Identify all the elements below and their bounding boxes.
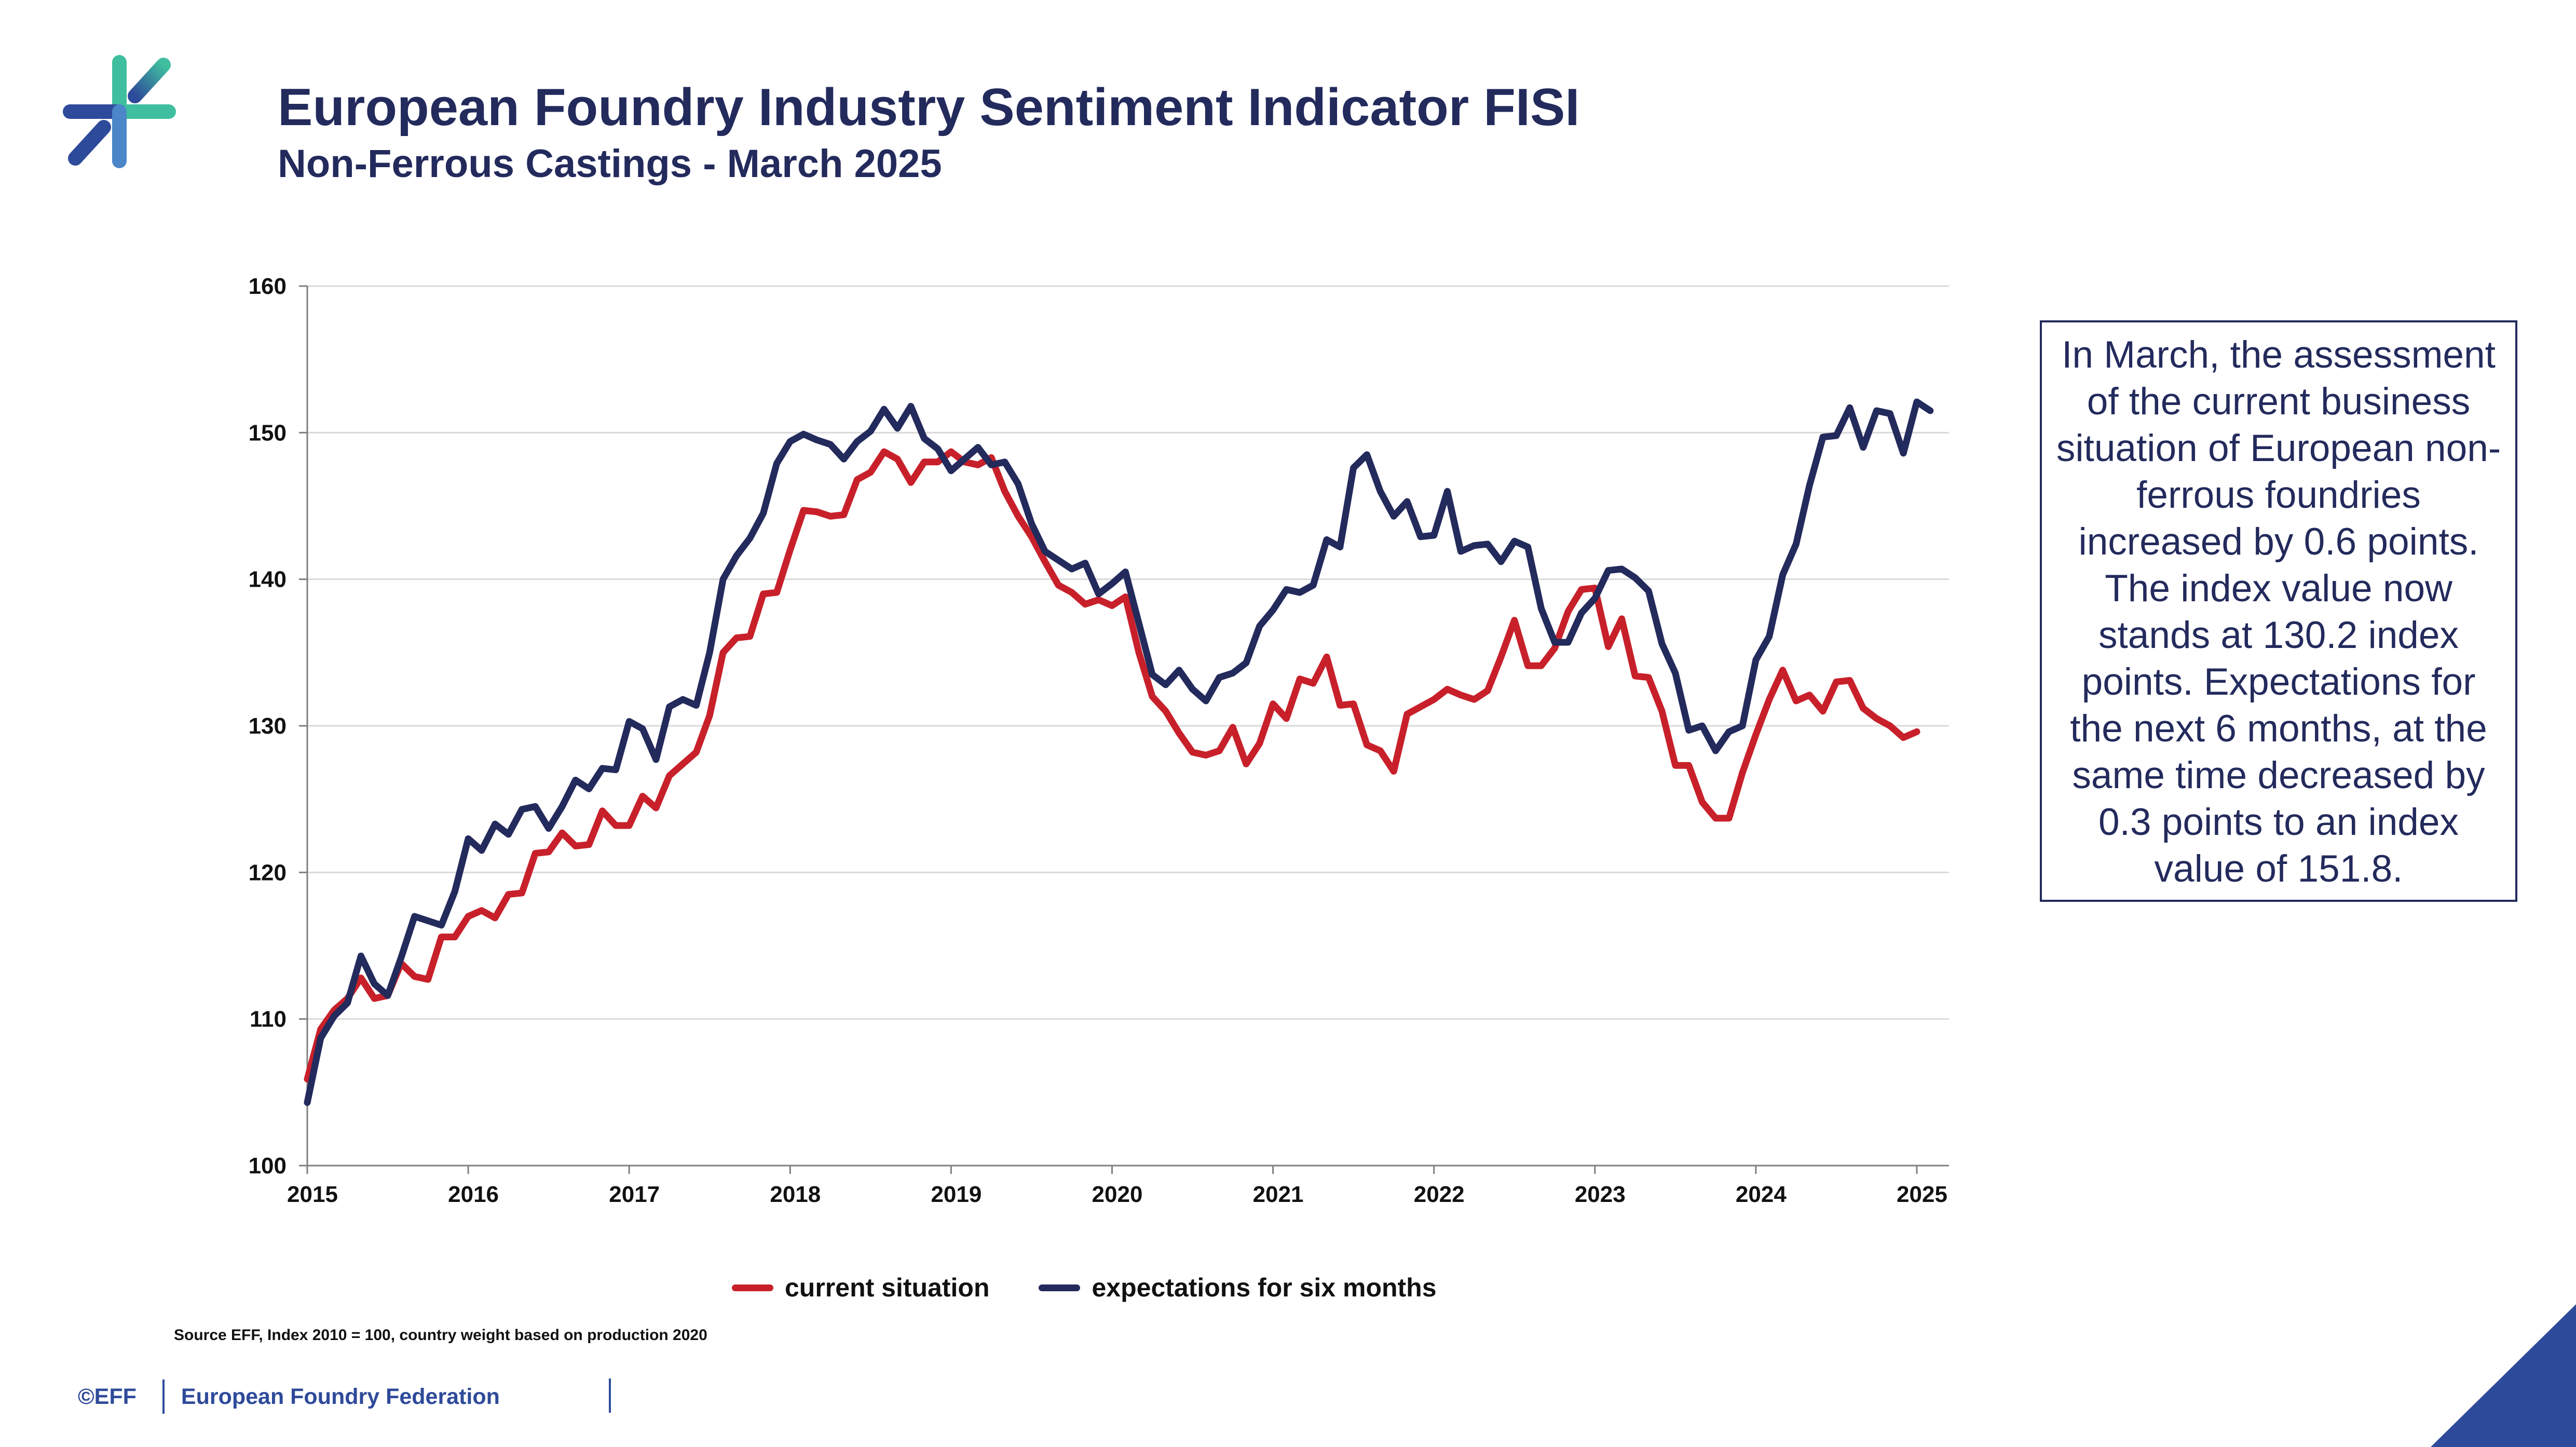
page-subtitle: Non-Ferrous Castings - March 2025: [278, 142, 942, 186]
y-axis-ticks: 100 110 120 130 140 150 160: [249, 274, 307, 1179]
footer: ©EFF European Foundry Federation: [78, 1378, 500, 1415]
source-note: Source EFF, Index 2010 = 100, country we…: [174, 1327, 707, 1344]
y-tick-label: 110: [250, 1007, 287, 1032]
y-tick-label: 130: [249, 713, 287, 739]
x-tick-label: 2024: [1736, 1182, 1787, 1207]
chart-series: [304, 398, 1934, 1106]
page-title: European Foundry Industry Sentiment Indi…: [278, 78, 1580, 137]
commentary-box: In March, the assessment of the current …: [2040, 320, 2517, 902]
y-tick-label: 150: [249, 420, 287, 445]
x-tick-label: 2019: [931, 1182, 982, 1207]
series-line-expectations-for-six-months: [304, 398, 1934, 1106]
footer-copyright: ©EFF: [78, 1384, 137, 1409]
legend-item-current-situation: current situation: [732, 1273, 989, 1303]
chart-gridlines: [307, 285, 1949, 1020]
x-tick-label: 2021: [1253, 1182, 1304, 1207]
x-tick-label: 2023: [1575, 1182, 1626, 1207]
legend-label-expectations: expectations for six months: [1092, 1273, 1437, 1302]
y-tick-label: 120: [249, 860, 287, 885]
x-tick-label: 2018: [770, 1182, 821, 1207]
x-tick-label: 2017: [609, 1182, 660, 1207]
corner-triangle-decoration: [2431, 1304, 2576, 1447]
footer-divider: [162, 1380, 165, 1414]
eff-logo-icon: [63, 55, 176, 168]
x-tick-label: 2015: [287, 1182, 338, 1207]
y-tick-label: 160: [249, 274, 287, 299]
footer-organization: European Foundry Federation: [181, 1384, 500, 1409]
x-axis-ticks: 2015 2016 2017 2018 2019 2020 2021 2022 2023 2024…: [287, 1166, 1947, 1207]
x-tick-label: 2020: [1092, 1182, 1143, 1207]
y-tick-label: 100: [249, 1153, 287, 1179]
x-tick-label: 2016: [448, 1182, 499, 1207]
legend-item-expectations: expectations for six months: [1039, 1273, 1437, 1303]
footer-divider-end: [609, 1378, 611, 1413]
legend-swatch-current-situation: [732, 1284, 773, 1291]
series-line-current-situation: [304, 448, 1920, 1083]
legend-label-current-situation: current situation: [785, 1273, 990, 1302]
legend-swatch-expectations: [1039, 1284, 1081, 1291]
x-tick-label: 2025: [1897, 1182, 1947, 1207]
chart-legend: current situation expectations for six m…: [732, 1267, 1437, 1308]
y-tick-label: 140: [249, 567, 287, 592]
x-tick-label: 2022: [1414, 1182, 1465, 1207]
